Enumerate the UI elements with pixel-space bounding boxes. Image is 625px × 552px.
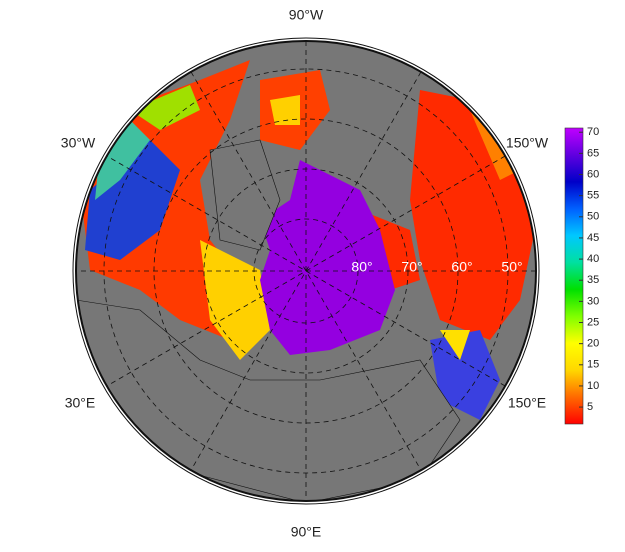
colorbar-tick-label: 20 (587, 338, 599, 350)
colorbar-tick-label: 15 (587, 359, 599, 371)
latitude-label: 50° (501, 259, 522, 275)
latitude-label: 60° (451, 259, 472, 275)
colorbar: 5 10 15 20 25 30 35 40 45 50 55 60 65 70 (564, 126, 599, 425)
colorbar-tick-label: 70 (587, 126, 599, 138)
colorbar-tick-label: 35 (587, 274, 599, 286)
latitude-label: 70° (401, 259, 422, 275)
data-region (130, 85, 200, 130)
colorbar-tick-label: 25 (587, 316, 599, 328)
colorbar-scale (564, 127, 584, 425)
longitude-label: 30°W (61, 135, 96, 151)
colorbar-tick-label: 10 (587, 380, 599, 392)
colorbar-tick-label: 45 (587, 232, 599, 244)
data-region (470, 110, 520, 180)
colorbar-tick-label: 5 (587, 401, 593, 413)
colorbar-tick-label: 30 (587, 295, 599, 307)
colorbar-tick-label: 65 (587, 147, 599, 159)
sea-ice-region (260, 160, 395, 355)
map-border (75, 40, 537, 502)
colorbar-tick-label: 50 (587, 211, 599, 223)
longitude-label: 150°E (508, 395, 546, 411)
land (209, 139, 281, 251)
colorbar-tick-label: 40 (587, 253, 599, 265)
latitude-label: 80° (351, 259, 372, 275)
longitude-label: 30°E (65, 395, 96, 411)
longitude-label: 90°E (291, 524, 322, 540)
data-region (85, 140, 180, 260)
map-area (76, 41, 536, 501)
data-region (95, 120, 150, 200)
data-region (270, 95, 300, 125)
colorbar-tick-label: 55 (587, 190, 599, 202)
longitude-label: 90°W (289, 7, 324, 23)
map-border (72, 37, 540, 505)
colorbar-tick-label: 60 (587, 168, 599, 180)
data-region (440, 330, 470, 360)
graticule (76, 41, 536, 501)
meridian (106, 155, 506, 387)
longitude-label: 150°W (506, 135, 549, 151)
data-region (200, 240, 270, 360)
